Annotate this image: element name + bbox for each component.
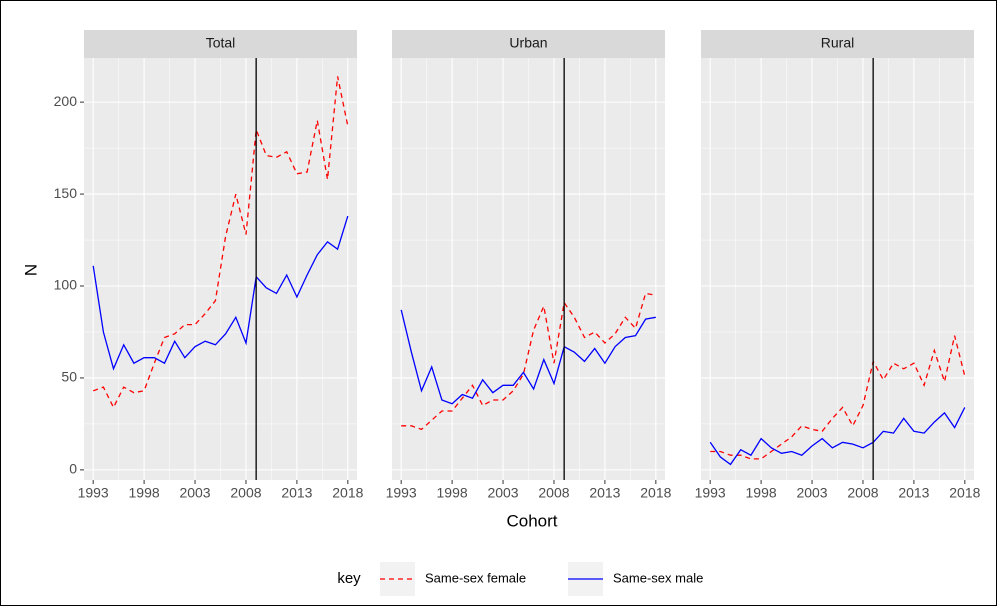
y-tick-label: 0 bbox=[69, 461, 77, 477]
x-tick-label: 2013 bbox=[589, 485, 620, 501]
x-tick-label: 2018 bbox=[332, 485, 363, 501]
x-tick-label: 2013 bbox=[281, 485, 312, 501]
y-tick-label: 100 bbox=[54, 277, 78, 293]
x-tick-label: 2008 bbox=[230, 485, 261, 501]
strip-background bbox=[392, 30, 665, 58]
x-tick-label: 1993 bbox=[695, 485, 726, 501]
legend-label: Same-sex male bbox=[613, 570, 703, 585]
strip-label: Urban bbox=[509, 35, 547, 51]
strip-label: Total bbox=[206, 35, 236, 51]
line-series bbox=[400, 309, 656, 405]
line-series bbox=[92, 76, 349, 409]
x-tick-label: 2003 bbox=[487, 485, 518, 501]
y-tick-label: 150 bbox=[54, 185, 78, 201]
x-tick-label: 2018 bbox=[949, 485, 980, 501]
legend-label: Same-sex female bbox=[425, 570, 526, 585]
strip-background bbox=[84, 30, 357, 58]
strip-label: Rural bbox=[821, 35, 854, 51]
x-tick-label: 2003 bbox=[179, 485, 210, 501]
x-tick-label: 2003 bbox=[796, 485, 827, 501]
line-series bbox=[92, 215, 349, 371]
x-tick-label: 2008 bbox=[538, 485, 569, 501]
strip-background bbox=[701, 30, 974, 58]
x-tick-label: 2018 bbox=[640, 485, 671, 501]
x-tick-label: 2008 bbox=[847, 485, 878, 501]
line-series bbox=[709, 407, 966, 466]
x-tick-label: 2013 bbox=[898, 485, 929, 501]
x-tick-label: 1998 bbox=[746, 485, 777, 501]
x-axis-title: Cohort bbox=[506, 511, 557, 530]
line-series bbox=[401, 292, 656, 431]
x-tick-label: 1998 bbox=[129, 485, 160, 501]
x-tick-label: 1998 bbox=[437, 485, 468, 501]
y-tick-label: 50 bbox=[61, 369, 77, 385]
x-tick-label: 1993 bbox=[78, 485, 109, 501]
y-tick-label: 200 bbox=[54, 93, 78, 109]
y-axis-title: N bbox=[21, 264, 40, 276]
x-tick-label: 1993 bbox=[386, 485, 417, 501]
legend-title: key bbox=[337, 570, 361, 587]
